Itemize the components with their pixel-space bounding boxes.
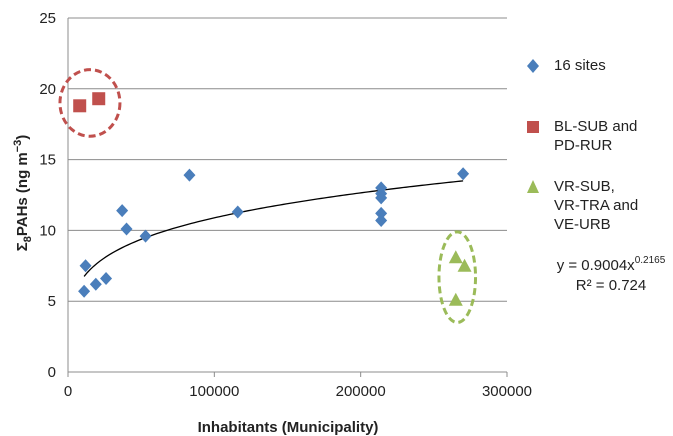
- diamond-point: [231, 205, 244, 219]
- diamond-point: [375, 206, 388, 220]
- dashed-ellipse-annotation: [437, 230, 478, 324]
- y-tick-label: 5: [48, 293, 56, 310]
- legend-item-16-sites: 16 sites: [526, 56, 606, 76]
- diamond-point: [116, 204, 129, 218]
- y-axis-label-main: PAHs (ng m: [14, 152, 31, 236]
- legend-item-bl-sub-pd-rur: BL-SUB and PD-RUR: [526, 117, 637, 155]
- y-tick-label: 0: [48, 364, 56, 381]
- y-axis-label-sigma: Σ: [14, 242, 31, 251]
- diamond-point: [120, 222, 133, 236]
- trendline-equation: y = 0.9004x0.2165 R² = 0.724: [556, 256, 666, 296]
- y-tick-label: 25: [39, 10, 56, 27]
- equation-line: y = 0.9004x0.2165: [556, 255, 666, 275]
- diamond-marker-icon: [527, 59, 539, 73]
- diamond-point: [139, 229, 152, 243]
- y-axis-label-close: ): [14, 135, 31, 140]
- x-tick-labels: 0 100000 200000 300000: [64, 383, 532, 400]
- y-tick-label: 20: [39, 81, 56, 98]
- diamond-point: [375, 191, 388, 205]
- diamond-point: [79, 259, 92, 273]
- axes: [67, 18, 508, 377]
- legend-label-vr-sub-vr-tra-ve-urb: VR-SUB, VR-TRA and VE-URB: [554, 178, 639, 233]
- gridlines: [68, 17, 507, 302]
- y-axis-label: Σ8PAHs (ng m−3): [12, 135, 34, 252]
- r-squared-line: R² = 0.724: [575, 277, 647, 294]
- triangle-point: [448, 292, 463, 306]
- dashed-ellipse-annotation: [58, 68, 122, 138]
- data-points: [73, 92, 472, 306]
- square-marker-icon: [527, 121, 539, 133]
- triangle-point: [457, 258, 472, 272]
- annotation-ellipses: [58, 68, 478, 324]
- diamond-point: [100, 272, 113, 286]
- y-tick-label: 15: [39, 152, 56, 169]
- power-trendline: [83, 180, 464, 277]
- triangle-point: [448, 250, 463, 264]
- square-point: [92, 92, 106, 106]
- y-axis-label-sub: 8: [22, 236, 34, 242]
- y-axis-label-sup: −3: [12, 140, 24, 153]
- diamond-point: [78, 284, 91, 298]
- x-tick-label: 0: [64, 383, 72, 400]
- y-tick-labels: 0 5 10 15 20 25: [39, 10, 56, 381]
- legend-label-bl-sub-pd-rur: BL-SUB and PD-RUR: [554, 118, 638, 154]
- legend-item-vr-sub-vr-tra-ve-urb: VR-SUB, VR-TRA and VE-URB: [526, 177, 638, 234]
- triangle-marker-icon: [527, 180, 539, 193]
- diamond-point: [457, 167, 470, 181]
- diamond-point: [89, 277, 102, 291]
- x-axis-label: Inhabitants (Municipality): [198, 419, 379, 436]
- trendline: [83, 180, 464, 277]
- x-tick-label: 100000: [189, 383, 239, 400]
- diamond-point: [183, 168, 196, 182]
- y-tick-label: 10: [39, 222, 56, 239]
- diamond-point: [375, 213, 388, 227]
- legend-label-16-sites: 16 sites: [554, 57, 606, 74]
- x-tick-label: 300000: [482, 383, 532, 400]
- square-point: [73, 99, 87, 113]
- x-tick-label: 200000: [336, 383, 386, 400]
- svg-text:Σ8PAHs (ng m−3): Σ8PAHs (ng m−3): [12, 135, 34, 252]
